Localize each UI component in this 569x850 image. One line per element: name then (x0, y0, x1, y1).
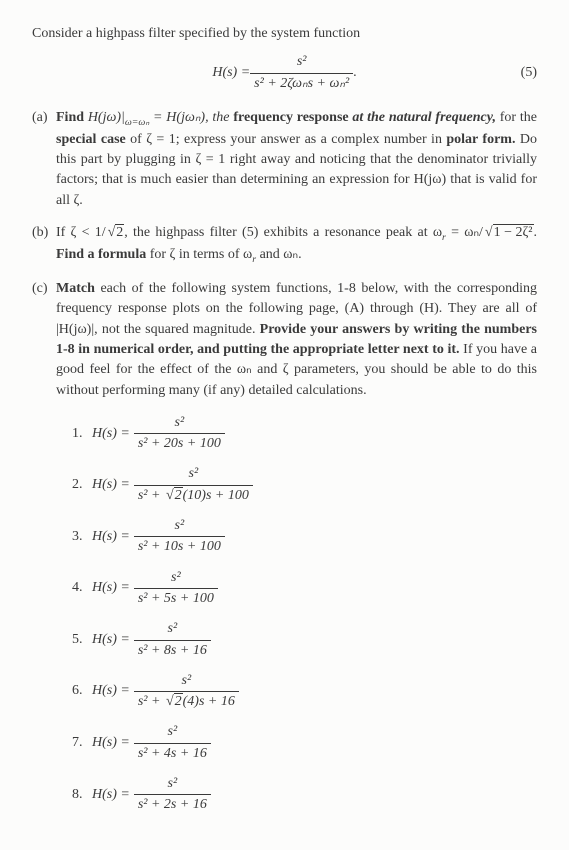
item-lhs: H(s) = (92, 785, 130, 805)
item-numerator: s² (134, 722, 211, 742)
sqrt-icon: 2 (164, 692, 183, 712)
item-number: 5. (72, 630, 92, 650)
item-fraction: s²s² + 2s + 16 (134, 774, 211, 816)
pb-sqrt2-rad: 2 (115, 224, 124, 240)
part-b-label: (b) (32, 223, 56, 267)
item-lhs: H(s) = (92, 733, 130, 753)
pb-t6: for ζ in terms of ω (146, 247, 252, 262)
intro-text: Consider a highpass filter specified by … (32, 24, 537, 44)
item-fraction: s²s² + 20s + 100 (134, 413, 225, 455)
item-numerator: s² (134, 671, 239, 691)
eq-number: (5) (521, 63, 537, 83)
pa-t3: = H(jωₙ), the (149, 110, 233, 125)
item-denominator: s² + 8s + 16 (134, 640, 211, 661)
part-a-label: (a) (32, 108, 56, 211)
item-number: 2. (72, 475, 92, 495)
item-number: 7. (72, 733, 92, 753)
list-item: 8.H(s) = s²s² + 2s + 16 (72, 774, 537, 816)
eq-numerator: s² (250, 52, 353, 72)
item-fraction: s²s² + 10s + 100 (134, 516, 225, 558)
item-denominator: s² + 4s + 16 (134, 743, 211, 764)
part-a-body: Find H(jω)|ω=ωₙ = H(jωₙ), the frequency … (56, 108, 537, 211)
list-item: 1.H(s) = s²s² + 20s + 100 (72, 413, 537, 455)
item-fraction: s²s² + 2(4)s + 16 (134, 671, 239, 713)
item-denominator: s² + 2(10)s + 100 (134, 485, 253, 506)
part-b-body: If ζ < 1/2, the highpass filter (5) exhi… (56, 223, 537, 267)
pa-t6: for the (496, 110, 537, 125)
item-number: 3. (72, 527, 92, 547)
eq-denominator: s² + 2ζωₙs + ωₙ² (250, 73, 353, 94)
eq-lhs: H(s) = (212, 63, 250, 83)
item-lhs: H(s) = (92, 630, 130, 650)
pa-t5: at the natural frequency, (349, 110, 496, 125)
item-denominator: s² + 5s + 100 (134, 588, 218, 609)
item-lhs: H(s) = (92, 475, 130, 495)
pa-t8: of ζ = 1; express your answer as a compl… (126, 132, 447, 147)
list-item: 2.H(s) = s²s² + 2(10)s + 100 (72, 464, 537, 506)
item-denominator: s² + 10s + 100 (134, 536, 225, 557)
list-item: 3.H(s) = s²s² + 10s + 100 (72, 516, 537, 558)
item-denominator: s² + 2(4)s + 16 (134, 691, 239, 712)
item-denominator: s² + 20s + 100 (134, 433, 225, 454)
item-number: 6. (72, 681, 92, 701)
item-number: 4. (72, 578, 92, 598)
pa-t9: polar form. (446, 132, 515, 147)
list-item: 4.H(s) = s²s² + 5s + 100 (72, 568, 537, 610)
pb-sqrt2: 2 (106, 223, 125, 243)
pa-t2: H(jω)| (84, 110, 125, 125)
list-item: 7.H(s) = s²s² + 4s + 16 (72, 722, 537, 764)
list-item: 6.H(s) = s²s² + 2(4)s + 16 (72, 671, 537, 713)
system-function-list: 1.H(s) = s²s² + 20s + 1002.H(s) = s²s² +… (72, 413, 537, 816)
pb-t2: , the highpass filter (5) exhibits a res… (124, 225, 442, 240)
item-lhs: H(s) = (92, 424, 130, 444)
list-item: 5.H(s) = s²s² + 8s + 16 (72, 619, 537, 661)
item-lhs: H(s) = (92, 578, 130, 598)
item-numerator: s² (134, 774, 211, 794)
item-numerator: s² (134, 568, 218, 588)
sqrt-icon: 2 (164, 486, 183, 506)
item-number: 8. (72, 785, 92, 805)
item-numerator: s² (134, 413, 225, 433)
item-denominator: s² + 2s + 16 (134, 794, 211, 815)
pb-t3: = ωₙ/ (446, 225, 483, 240)
part-a: (a) Find H(jω)|ω=ωₙ = H(jωₙ), the freque… (32, 108, 537, 211)
pb-t4: . (534, 225, 538, 240)
pa-t2sub: ω=ωₙ (125, 117, 149, 128)
pb-t7: and ωₙ. (256, 247, 302, 262)
pb-sqrt-big: 1 − 2ζ² (483, 223, 534, 243)
pa-t1: Find (56, 110, 84, 125)
pb-sqrt-big-rad: 1 − 2ζ² (493, 224, 534, 240)
item-number: 1. (72, 424, 92, 444)
part-c: (c) Match each of the following system f… (32, 279, 537, 401)
item-fraction: s²s² + 4s + 16 (134, 722, 211, 764)
part-c-label: (c) (32, 279, 56, 401)
part-b: (b) If ζ < 1/2, the highpass filter (5) … (32, 223, 537, 267)
item-fraction: s²s² + 2(10)s + 100 (134, 464, 253, 506)
item-lhs: H(s) = (92, 527, 130, 547)
pa-t7: special case (56, 132, 126, 147)
item-numerator: s² (134, 464, 253, 484)
item-numerator: s² (134, 619, 211, 639)
main-equation: H(s) = s² s² + 2ζωₙs + ωₙ² . (5) (32, 52, 537, 94)
pb-t5: Find a formula (56, 247, 146, 262)
part-c-body: Match each of the following system funct… (56, 279, 537, 401)
item-lhs: H(s) = (92, 681, 130, 701)
pa-t4: frequency response (233, 110, 348, 125)
pb-t1: If ζ < 1/ (56, 225, 106, 240)
eq-punct: . (353, 63, 357, 83)
item-numerator: s² (134, 516, 225, 536)
item-fraction: s²s² + 5s + 100 (134, 568, 218, 610)
eq-fraction: s² s² + 2ζωₙs + ωₙ² (250, 52, 353, 94)
item-fraction: s²s² + 8s + 16 (134, 619, 211, 661)
pc-t1: Match (56, 281, 95, 296)
